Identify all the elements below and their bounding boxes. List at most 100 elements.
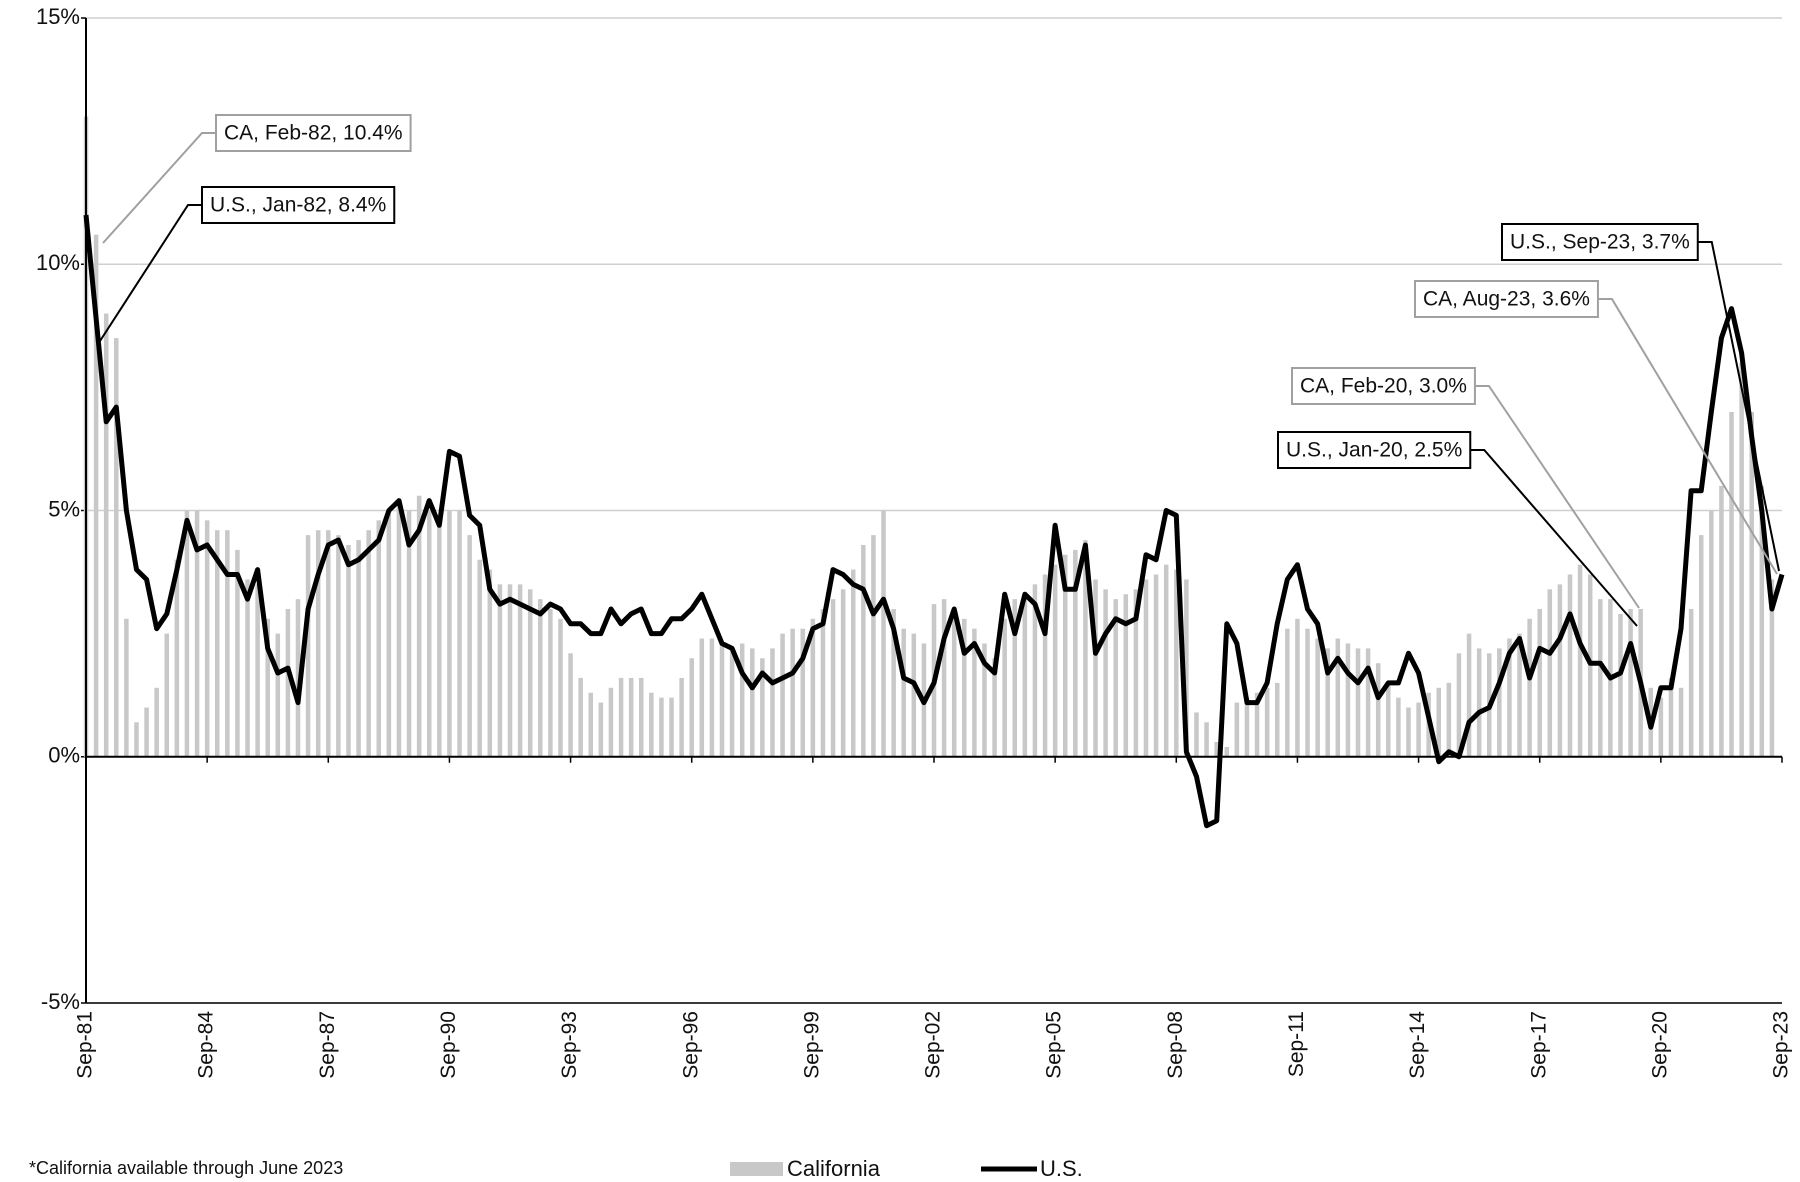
- x-tick-label: Sep-08: [1164, 1011, 1187, 1079]
- bar: [346, 544, 351, 757]
- bar: [1073, 549, 1078, 757]
- bar: [194, 510, 200, 757]
- bar: [336, 535, 341, 757]
- bar: [992, 658, 997, 757]
- bar: [144, 707, 149, 757]
- bar: [477, 559, 482, 757]
- annotation-label: U.S., Jan-82, 8.4%: [210, 194, 386, 217]
- bar: [1002, 618, 1007, 757]
- bar: [1386, 682, 1391, 757]
- bar: [1184, 579, 1189, 757]
- bar: [810, 618, 816, 757]
- bar: [1365, 648, 1371, 757]
- y-tick-label: -5%: [41, 989, 80, 1014]
- bar: [538, 599, 543, 757]
- bar: [719, 643, 725, 757]
- bar: [1032, 584, 1038, 757]
- bar: [124, 618, 129, 757]
- bar: [103, 313, 109, 757]
- bar: [568, 653, 573, 757]
- bar: [881, 510, 886, 757]
- bar: [861, 544, 866, 757]
- bar: [204, 520, 210, 757]
- bar: [689, 658, 694, 757]
- bar: [1729, 412, 1734, 757]
- bar: [558, 618, 563, 757]
- bar: [305, 535, 311, 757]
- bar: [225, 530, 230, 757]
- x-tick-label: Sep-05: [1043, 1011, 1066, 1079]
- bar: [235, 549, 240, 757]
- bar: [1153, 574, 1159, 757]
- bar: [164, 633, 170, 757]
- bar: [507, 584, 513, 757]
- bar: [1436, 687, 1442, 757]
- bar: [1224, 746, 1230, 757]
- bar: [1709, 510, 1714, 757]
- x-tick-label: Sep-02: [922, 1011, 945, 1079]
- bar: [1052, 564, 1058, 757]
- bar: [386, 510, 392, 757]
- annotation-label: U.S., Jan-20, 2.5%: [1286, 439, 1462, 462]
- bar: [1658, 697, 1664, 757]
- annotation-box: [215, 114, 412, 152]
- bar: [416, 495, 422, 757]
- bar: [1113, 599, 1118, 757]
- annotation-box: [1414, 280, 1599, 318]
- x-tick-label: Sep-96: [679, 1011, 702, 1079]
- bar: [1264, 687, 1270, 757]
- bar: [1577, 564, 1583, 757]
- bar: [356, 540, 361, 757]
- bar: [638, 677, 644, 757]
- annotation-leader: [1597, 298, 1778, 575]
- bar: [1719, 485, 1724, 757]
- bar: [1355, 648, 1361, 757]
- annotation-leader: [1474, 385, 1640, 609]
- annotation-label: CA, Feb-82, 10.4%: [224, 122, 403, 145]
- bar: [1214, 741, 1219, 757]
- y-tick-label: 10%: [36, 250, 80, 275]
- bar: [1456, 653, 1462, 757]
- bar: [487, 569, 493, 757]
- x-tick-label: Sep-84: [195, 1011, 218, 1079]
- bar: [1749, 412, 1754, 757]
- bar: [1083, 540, 1088, 757]
- bar: [709, 638, 715, 757]
- bar: [497, 584, 503, 757]
- annotation-leader: [1697, 241, 1780, 572]
- bar: [376, 520, 382, 757]
- bar: [729, 648, 735, 757]
- bar: [871, 535, 876, 757]
- bar: [1668, 677, 1674, 757]
- bar: [1244, 697, 1250, 757]
- bar: [1204, 722, 1209, 757]
- bar: [699, 638, 705, 757]
- bar: [1497, 648, 1502, 757]
- bar: [114, 338, 119, 757]
- annotation-box: [1501, 223, 1699, 261]
- bar: [1285, 628, 1290, 757]
- bar: [850, 569, 856, 757]
- bar: [517, 584, 523, 757]
- bar: [1295, 618, 1300, 757]
- bar: [820, 609, 826, 757]
- bar: [437, 515, 442, 757]
- bar: [1174, 569, 1179, 757]
- bar: [1042, 574, 1048, 757]
- annotation-box: [201, 186, 396, 224]
- bar: [255, 584, 260, 757]
- bar: [154, 687, 159, 757]
- footnote: *California available through June 2023: [29, 1158, 343, 1178]
- bar: [1527, 618, 1532, 757]
- bar: [406, 510, 412, 757]
- legend-label: U.S.: [1040, 1156, 1083, 1181]
- x-tick-label: Sep-93: [558, 1011, 581, 1079]
- annotation-label: U.S., Sep-23, 3.7%: [1510, 231, 1690, 254]
- bar: [1517, 633, 1522, 757]
- bar: [396, 500, 402, 757]
- bar: [1416, 702, 1421, 757]
- bar: [608, 687, 614, 757]
- bar: [1537, 609, 1542, 757]
- bar: [265, 618, 270, 757]
